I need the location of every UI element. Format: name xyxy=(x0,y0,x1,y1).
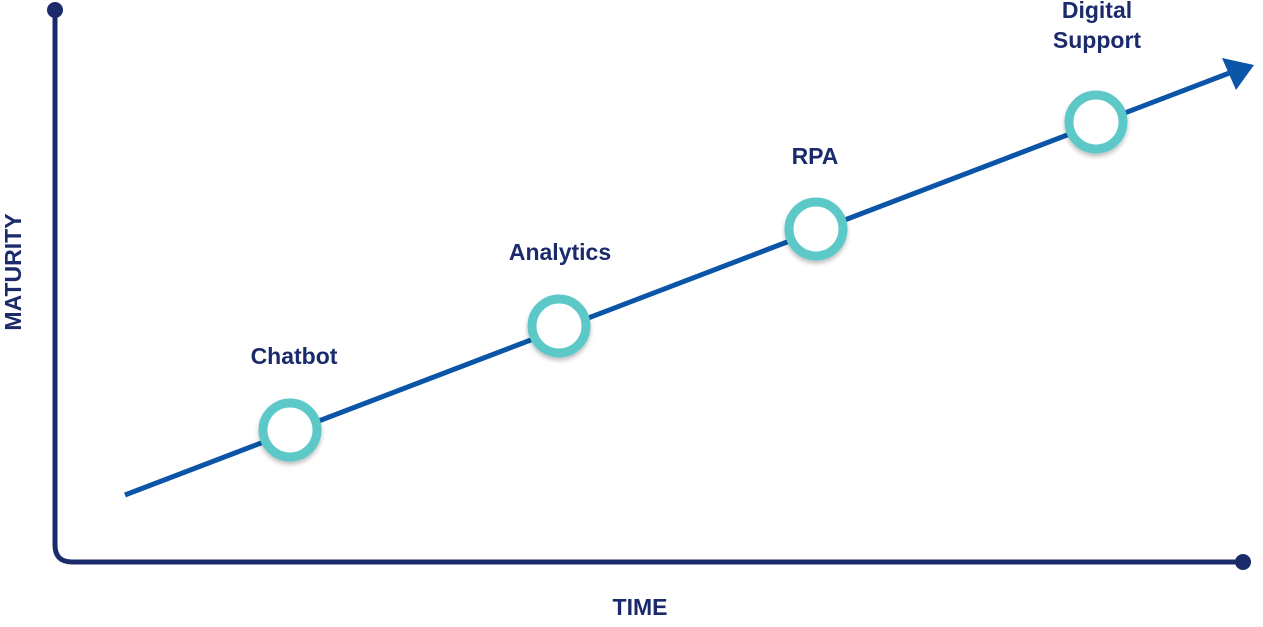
milestone-label: Chatbot xyxy=(251,343,338,369)
axis-end-dot xyxy=(47,2,63,18)
axes xyxy=(52,10,1243,565)
milestone-label: Analytics xyxy=(509,239,611,265)
milestone xyxy=(527,294,591,358)
arrow-head xyxy=(1222,58,1254,90)
milestone xyxy=(784,197,848,261)
milestone xyxy=(1064,90,1128,154)
y-axis-label: MATURITY xyxy=(0,213,26,330)
milestone-label: Support xyxy=(1053,27,1141,53)
milestone xyxy=(258,398,322,462)
x-axis-label: TIME xyxy=(613,594,668,620)
milestone-label: Digital xyxy=(1062,0,1132,23)
axis-end-dot xyxy=(1235,554,1251,570)
milestone-label: RPA xyxy=(792,143,839,169)
nodes: Chatbot Analytics RPA Digital Support xyxy=(251,0,1141,462)
